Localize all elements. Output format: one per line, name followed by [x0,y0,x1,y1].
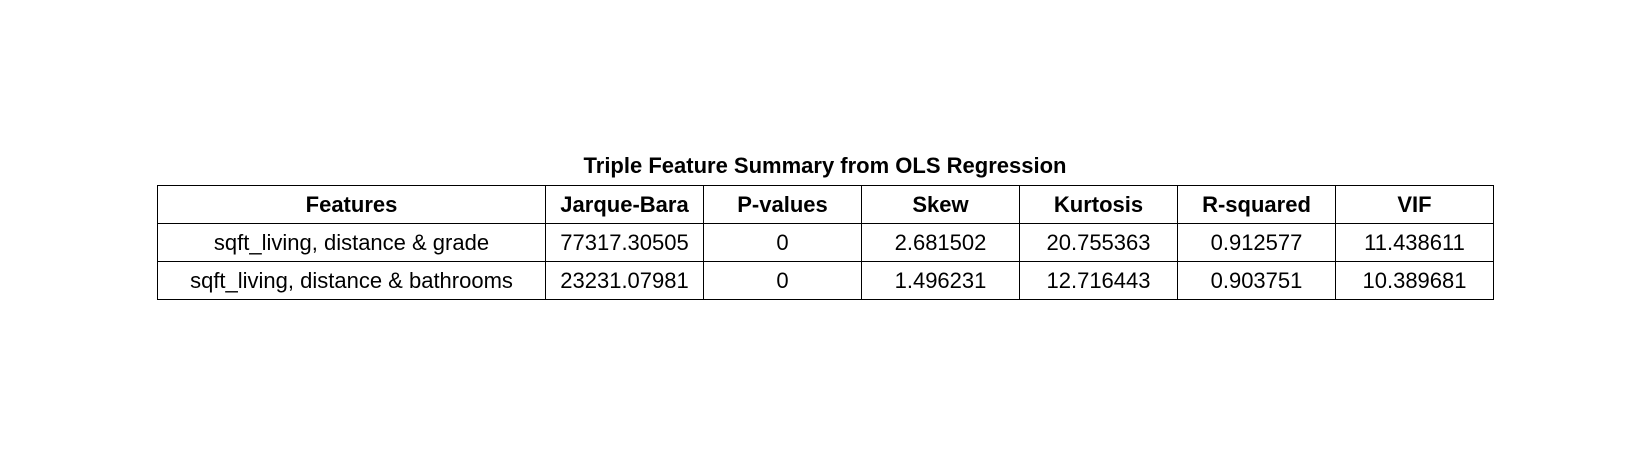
summary-table: Features Jarque-Bara P-values Skew Kurto… [157,185,1494,300]
header-features: Features [157,185,546,224]
cell-kurtosis: 12.716443 [1019,261,1178,300]
header-p-values: P-values [703,185,862,224]
header-vif: VIF [1335,185,1494,224]
table-row: sqft_living, distance & grade 77317.3050… [157,223,1494,262]
cell-p-values: 0 [703,223,862,262]
header-r-squared: R-squared [1177,185,1336,224]
header-skew: Skew [861,185,1020,224]
cell-features: sqft_living, distance & bathrooms [157,261,546,300]
cell-skew: 2.681502 [861,223,1020,262]
cell-r-squared: 0.903751 [1177,261,1336,300]
cell-jarque-bara: 23231.07981 [545,261,704,300]
cell-vif: 10.389681 [1335,261,1494,300]
cell-skew: 1.496231 [861,261,1020,300]
cell-kurtosis: 20.755363 [1019,223,1178,262]
cell-features: sqft_living, distance & grade [157,223,546,262]
cell-vif: 11.438611 [1335,223,1494,262]
cell-jarque-bara: 77317.30505 [545,223,704,262]
cell-r-squared: 0.912577 [1177,223,1336,262]
cell-p-values: 0 [703,261,862,300]
table-title: Triple Feature Summary from OLS Regressi… [583,153,1067,178]
header-jarque-bara: Jarque-Bara [545,185,704,224]
header-kurtosis: Kurtosis [1019,185,1178,224]
table-row: sqft_living, distance & bathrooms 23231.… [157,261,1494,300]
header-row: Features Jarque-Bara P-values Skew Kurto… [157,185,1494,224]
